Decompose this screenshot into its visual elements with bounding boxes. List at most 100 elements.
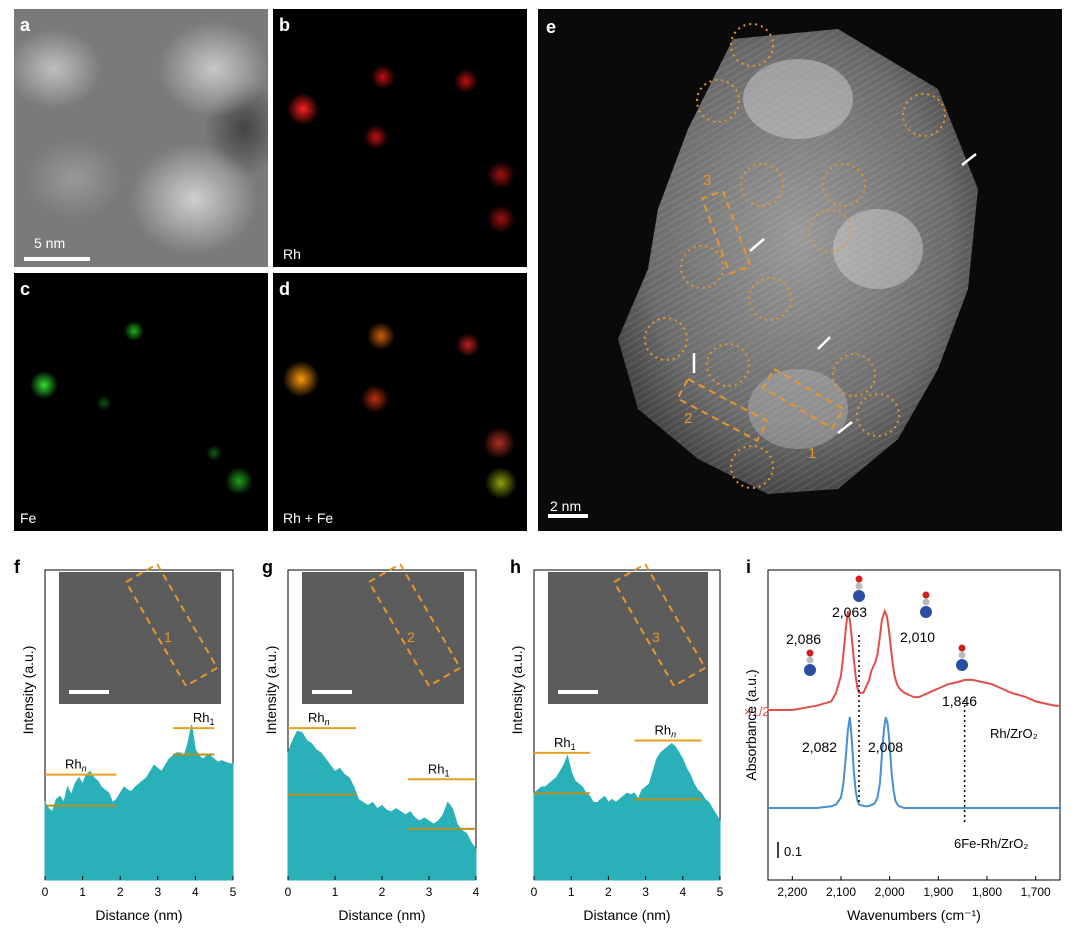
x-tick-label: 2,200 xyxy=(777,885,807,899)
arrow-icon xyxy=(749,238,765,252)
dotted-circle xyxy=(730,445,774,489)
peak-label: 2,010 xyxy=(900,629,935,645)
panel-label-c: c xyxy=(20,279,31,299)
spectrum-line xyxy=(768,608,1060,711)
dotted-circle xyxy=(822,163,866,207)
peak-label: 2,063 xyxy=(832,604,867,620)
x-tick-label: 2 xyxy=(605,885,612,899)
peak-label: 2,008 xyxy=(868,739,903,755)
dotted-circle xyxy=(740,163,784,207)
bright-region-3 xyxy=(748,369,848,449)
x-tick-label: 1 xyxy=(79,885,86,899)
inset-shade xyxy=(59,572,221,704)
dotted-circle xyxy=(748,277,792,321)
plot-frame xyxy=(767,569,1061,881)
spectrum-line xyxy=(768,716,1060,809)
dotted-circle xyxy=(680,245,724,289)
region-rect-1 xyxy=(761,367,845,430)
intensity-profile-area xyxy=(44,724,234,881)
inset-shade xyxy=(302,572,464,704)
scale-text-e: 2 nm xyxy=(550,498,582,514)
x-axis-label: Distance (nm) xyxy=(95,907,182,923)
scale-bar-label: 0.1 xyxy=(784,844,802,859)
dotted-circle xyxy=(706,343,750,387)
panel-e-haadf-particle: 1 2 3 e 2 nm xyxy=(538,9,1062,531)
chart-i: 2,086 2,063 2,010 1,846 2,082 2,008 ×1/2 Rh/ZrO… xyxy=(743,569,1061,923)
panel-a-haadf-image: a 5 nm xyxy=(14,9,268,267)
rh-atom-icon xyxy=(804,664,816,676)
annotation-label: Rhn xyxy=(308,710,330,727)
panel-label-i: i xyxy=(746,557,752,577)
panel-b-rh-map: b Rh xyxy=(273,9,527,267)
peak-label: 1,846 xyxy=(942,693,977,709)
annotation-label: Rhn xyxy=(65,757,87,774)
x-axis-label: Distance (nm) xyxy=(583,907,670,923)
caption-c: Fe xyxy=(20,510,37,526)
scale-text-a: 5 nm xyxy=(34,235,66,251)
panel-label-h: h xyxy=(510,557,521,577)
panel-label-a: a xyxy=(20,15,31,35)
chart-g: Rhn Rh1 0 1 2 3 4 Distance (nm) Intensity (a.u.)… xyxy=(263,562,480,923)
dotted-circle xyxy=(696,79,740,123)
particle-lattice xyxy=(618,29,978,494)
inset-region-label: 2 xyxy=(407,629,415,645)
inset-region-label: 1 xyxy=(164,629,172,645)
oxygen-atom-icon xyxy=(958,644,966,652)
x-tick-label: 1,900 xyxy=(923,885,953,899)
bright-region-1 xyxy=(743,59,853,139)
x-tick-label: 0 xyxy=(285,885,292,899)
chart-h: Rh1 Rhn 0 1 2 3 4 5 Distance (nm) Intensity (a.u.… xyxy=(509,562,724,923)
annotation-label: Rhn xyxy=(654,723,676,740)
x-tick-label: 0 xyxy=(531,885,538,899)
x-tick-label: 2 xyxy=(379,885,386,899)
arrow-icon xyxy=(961,153,977,166)
x-tick-label: 3 xyxy=(642,885,649,899)
caption-b: Rh xyxy=(283,246,301,262)
annotation-label: Rh1 xyxy=(554,735,576,752)
x-tick-label: 2,100 xyxy=(826,885,856,899)
panel-c-fe-map: c Fe xyxy=(14,273,268,531)
annotation-label: Rh1 xyxy=(428,761,450,778)
annotation-label: Rh1 xyxy=(193,710,215,727)
arrow-icon xyxy=(817,336,831,350)
series-label-fe-rh: 6Fe-Rh/ZrO₂ xyxy=(954,836,1028,851)
panel-label-b: b xyxy=(279,15,290,35)
caption-d: Rh + Fe xyxy=(283,510,334,526)
scale-bar-e xyxy=(548,514,588,518)
y-axis-label: Intensity (a.u.) xyxy=(20,646,36,735)
intensity-profile-area xyxy=(533,742,721,881)
x-tick-label: 4 xyxy=(679,885,686,899)
x-tick-label: 5 xyxy=(717,885,724,899)
carbon-atom-icon xyxy=(958,651,966,659)
panel-e-svg: 1 2 3 xyxy=(618,23,978,494)
intensity-profile-area xyxy=(287,730,477,881)
region-label-1: 1 xyxy=(808,445,816,462)
carbon-atom-icon xyxy=(922,598,930,606)
region-label-2: 2 xyxy=(684,410,692,427)
carbon-atom-icon xyxy=(855,582,863,590)
region-label-3: 3 xyxy=(703,172,711,189)
dotted-circle xyxy=(832,353,876,397)
rh-atom-icon xyxy=(956,659,968,671)
series-label-rh: Rh/ZrO₂ xyxy=(990,726,1038,741)
oxygen-atom-icon xyxy=(855,575,863,583)
rh-atom-icon xyxy=(853,590,866,602)
oxygen-atom-icon xyxy=(922,591,930,599)
x-tick-label: 4 xyxy=(473,885,480,899)
oxygen-atom-icon xyxy=(806,649,814,657)
panel-label-f: f xyxy=(14,557,20,577)
panel-d-rh-fe-map: d Rh + Fe xyxy=(273,273,527,531)
x-tick-label: 1,700 xyxy=(1021,885,1051,899)
chart-f: Rhn Rh1 0 1 2 3 4 5 Distance (nm) Intensity (a.u.… xyxy=(20,562,237,923)
x-tick-label: 4 xyxy=(192,885,199,899)
rh-atom-icon xyxy=(920,606,932,618)
panel-label-g: g xyxy=(262,557,273,577)
dotted-circle xyxy=(808,209,852,253)
multiplier-label: ×1/2 xyxy=(744,704,770,719)
x-tick-label: 1,800 xyxy=(972,885,1002,899)
dotted-circle xyxy=(902,93,946,137)
y-axis-label: Absorbance (a.u.) xyxy=(743,669,759,780)
peak-label: 2,082 xyxy=(802,739,837,755)
inset-shade xyxy=(548,572,708,704)
x-tick-label: 0 xyxy=(42,885,49,899)
